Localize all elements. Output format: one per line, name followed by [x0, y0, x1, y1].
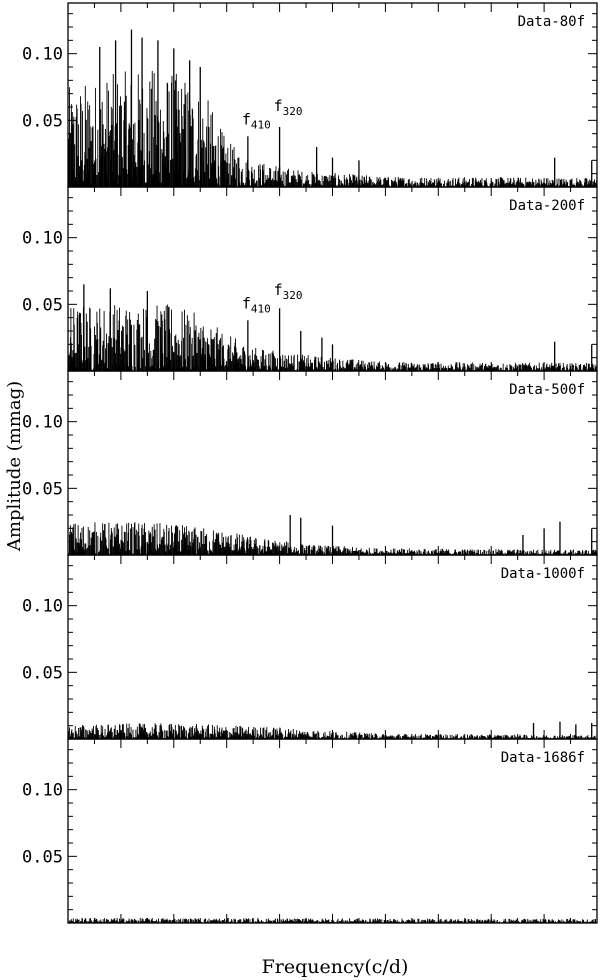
y-tick-label: 0.10: [22, 229, 63, 249]
panel-frame: [67, 738, 598, 924]
y-tick-label: 0.05: [22, 295, 63, 315]
panel-4: 0.05 0.10 Data-1000f: [22, 554, 598, 740]
y-tick-label: 0.05: [22, 111, 63, 131]
y-tick-label: 0.10: [22, 413, 63, 433]
y-tick-label: 0.10: [22, 45, 63, 65]
panel-title: Data-1000f: [501, 566, 585, 582]
panel-stack: 0.050.10Data-80ff410f3200.050.10Data-200…: [22, 2, 598, 924]
peak-label: f410: [242, 110, 271, 131]
panel-title: Data-80f: [518, 14, 585, 30]
panel-title: Data-1686f: [501, 750, 585, 766]
y-axis-label: Amplitude (mmag): [4, 381, 25, 552]
y-tick-label: 0.10: [22, 597, 63, 617]
y-tick-label: 0.05: [22, 847, 63, 867]
panel-frame: [67, 554, 598, 740]
peak-label: f320: [274, 97, 303, 118]
y-tick-label: 0.05: [22, 479, 63, 499]
y-tick-label: 0.10: [22, 781, 63, 801]
panel-title: Data-200f: [509, 198, 585, 214]
peak-label: f320: [274, 281, 303, 302]
panel-3: 0.05 0.10 Data-500f: [22, 370, 598, 556]
panel-5: 0.05 0.10 Data-1686f: [22, 738, 598, 924]
x-axis-label: Frequency(c/d): [262, 956, 409, 978]
y-tick-label: 0.05: [22, 663, 63, 683]
panel-title: Data-500f: [509, 382, 585, 398]
peak-label: f410: [242, 294, 271, 315]
